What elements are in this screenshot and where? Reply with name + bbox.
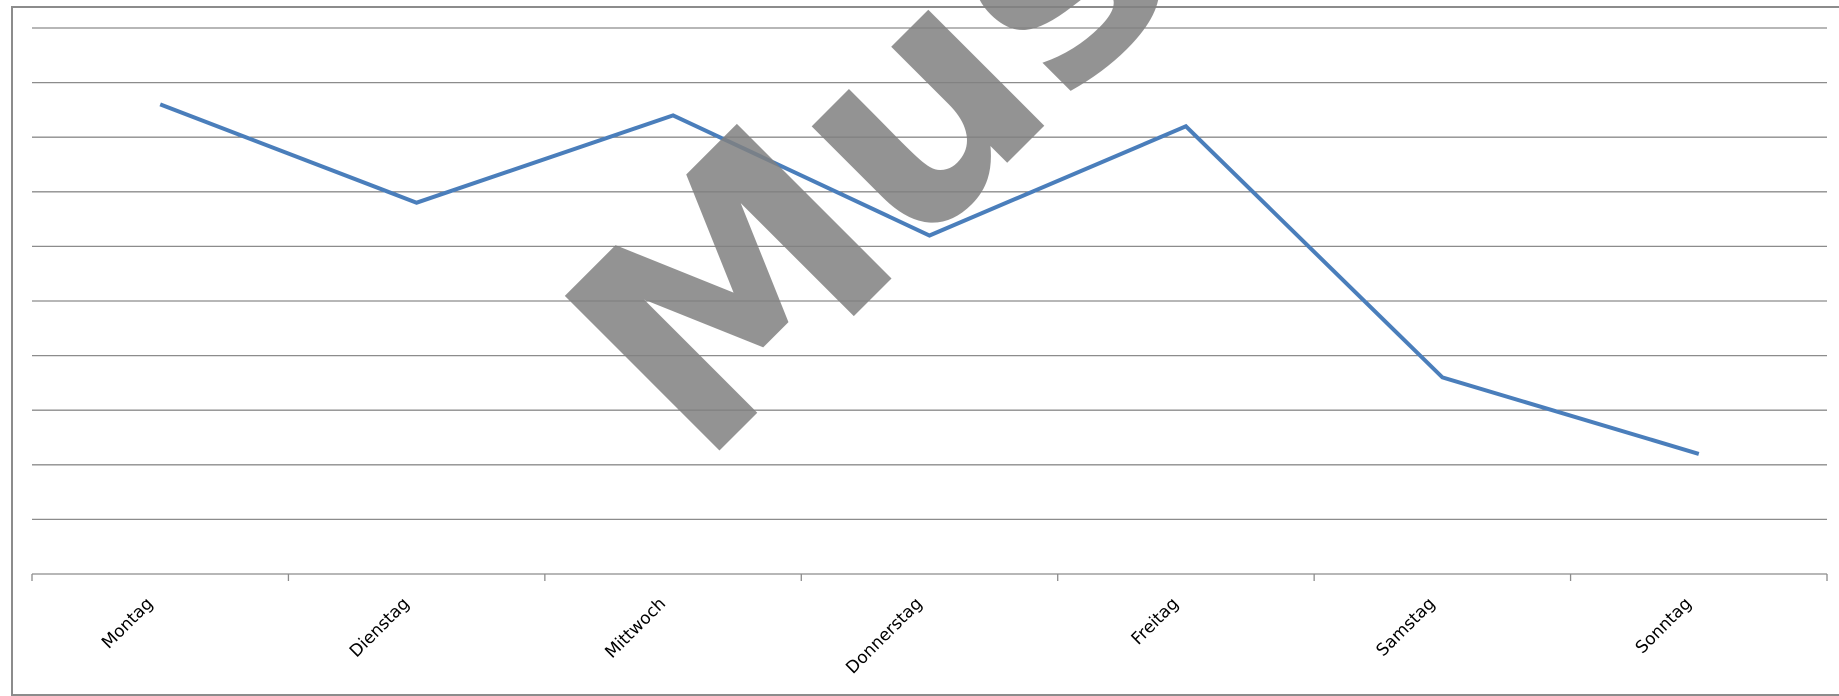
- watermark-text: Muster: [503, 0, 1590, 520]
- x-tick-labels: Montag Dienstag Mittwoch Donnerstag Freitag S…: [98, 594, 1696, 678]
- x-tick-label-samstag: Samstag: [1373, 594, 1440, 661]
- x-tick-label-freitag: Freitag: [1128, 594, 1183, 649]
- x-tick-label-donnerstag: Donnerstag: [842, 594, 926, 678]
- x-tick-label-montag: Montag: [98, 594, 157, 653]
- watermark: Muster: [503, 0, 1590, 520]
- x-tick-label-mittwoch: Mittwoch: [601, 594, 670, 663]
- x-tick-label-sonntag: Sonntag: [1632, 594, 1696, 658]
- line-chart: Muster Montag Dienstag Mittwoch Donnerstag F…: [0, 0, 1839, 679]
- x-tick-label-dienstag: Dienstag: [346, 594, 414, 662]
- x-axis: [32, 574, 1827, 581]
